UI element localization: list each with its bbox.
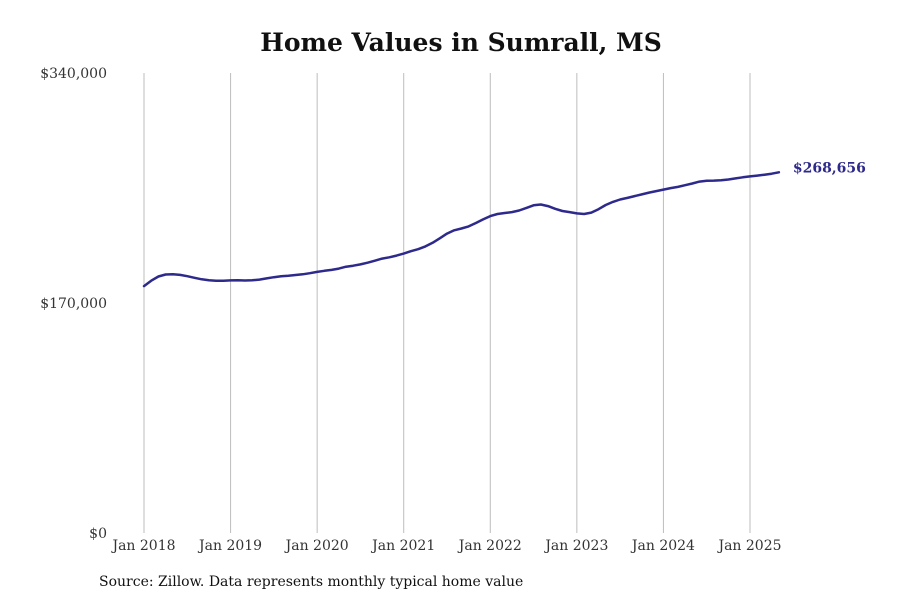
- chart-title: Home Values in Sumrall, MS: [260, 28, 662, 57]
- series-line: [142, 171, 781, 288]
- x-tick-label: Jan 2020: [284, 538, 349, 554]
- x-axis-ticks: Jan 2018 Jan 2019 Jan 2020 Jan 2021 Jan 2022…: [110, 538, 781, 554]
- y-tick-label: $340,000: [40, 66, 107, 82]
- source-note: Source: Zillow. Data represents monthly …: [99, 574, 524, 590]
- x-tick-label: Jan 2018: [110, 538, 175, 554]
- x-tick-label: Jan 2019: [197, 538, 262, 554]
- x-tick-label: Jan 2024: [630, 538, 695, 554]
- y-axis-ticks: $0 $170,000 $340,000: [40, 66, 107, 542]
- x-tick-label: Jan 2023: [543, 538, 608, 554]
- series-layer: $268,656: [142, 160, 866, 288]
- x-tick-label: Jan 2025: [716, 538, 781, 554]
- y-tick-label: $0: [89, 526, 107, 542]
- end-value-label: $268,656: [793, 160, 866, 176]
- x-tick-label: Jan 2022: [457, 538, 522, 554]
- grid-lines: [143, 73, 751, 533]
- x-tick-label: Jan 2021: [370, 538, 435, 554]
- y-tick-label: $170,000: [40, 296, 107, 312]
